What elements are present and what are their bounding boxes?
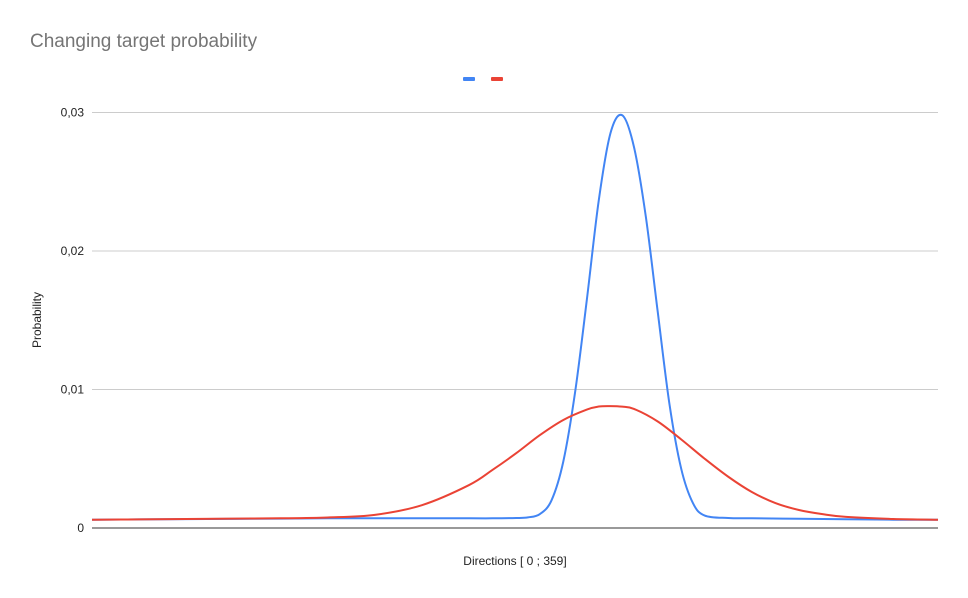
y-tick-labels: 0 0,01 0,02 0,03	[61, 106, 85, 536]
series-line-1[interactable]	[91, 113, 939, 521]
y-tick-label: 0,03	[61, 106, 85, 120]
y-tick-label: 0,02	[61, 244, 85, 258]
y-axis-label: Probability	[30, 292, 44, 348]
legend	[463, 77, 503, 82]
legend-swatch-series-1[interactable]	[463, 77, 475, 81]
y-tick-label: 0,01	[61, 383, 85, 397]
legend-swatch-series-2[interactable]	[491, 77, 503, 81]
x-axis-label: Directions [ 0 ; 359]	[463, 554, 566, 568]
series-lines	[91, 113, 939, 521]
series-line-2[interactable]	[91, 405, 939, 521]
y-tick-label: 0	[77, 521, 84, 535]
chart-title: Changing target probability	[30, 31, 258, 52]
gridlines	[92, 112, 938, 390]
